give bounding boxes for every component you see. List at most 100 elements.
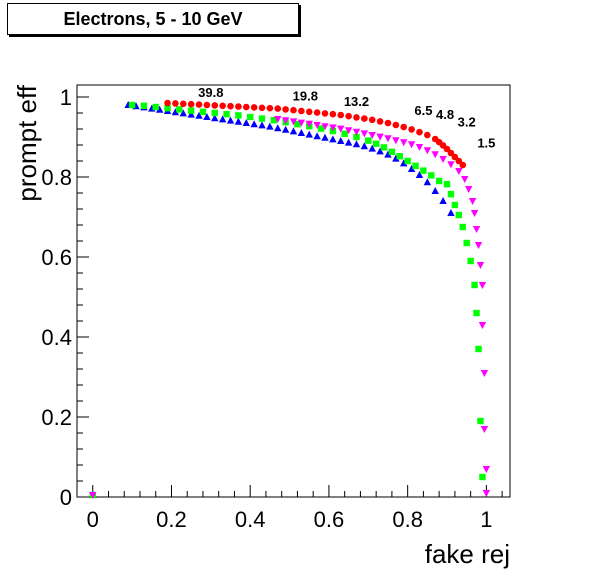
data-point xyxy=(203,101,211,109)
data-point xyxy=(258,121,266,129)
data-point xyxy=(176,106,183,113)
data-point xyxy=(250,104,258,111)
data-point xyxy=(171,108,180,116)
data-point xyxy=(226,116,235,124)
data-point xyxy=(195,111,203,119)
data-point xyxy=(219,102,226,110)
data-markers xyxy=(89,99,491,499)
data-point xyxy=(415,171,424,178)
data-point xyxy=(368,116,376,124)
data-point xyxy=(353,133,360,141)
x-axis-label: fake rej xyxy=(425,539,510,569)
data-point xyxy=(431,187,439,194)
chart-title: Electrons, 5 - 10 GeV xyxy=(7,3,299,35)
data-point xyxy=(376,133,384,141)
data-point xyxy=(478,322,487,329)
data-point xyxy=(211,114,219,122)
data-point xyxy=(407,141,416,149)
data-point xyxy=(473,309,480,317)
data-point xyxy=(164,105,171,112)
data-point xyxy=(443,181,451,188)
data-point xyxy=(376,118,384,125)
data-point xyxy=(435,177,443,185)
data-point xyxy=(400,139,408,147)
data-point xyxy=(352,140,361,148)
data-point xyxy=(368,144,376,152)
data-point xyxy=(242,119,250,126)
y-tick-label: 1 xyxy=(60,85,72,110)
data-point xyxy=(439,197,447,204)
data-point xyxy=(423,147,432,155)
data-point xyxy=(478,282,487,289)
point-annotation: 19.8 xyxy=(293,89,318,104)
y-tick-label: 0.4 xyxy=(41,325,72,350)
data-point xyxy=(400,159,408,167)
data-point xyxy=(380,144,388,151)
data-point xyxy=(152,103,159,111)
data-point xyxy=(235,103,242,110)
x-axis-ticks: 0 0.2 0.4 0.6 0.8 1 xyxy=(76,485,503,532)
data-point xyxy=(431,151,439,159)
data-point xyxy=(164,99,171,107)
data-point xyxy=(392,154,400,162)
data-point xyxy=(289,127,298,135)
data-point xyxy=(408,126,415,133)
data-point xyxy=(187,100,195,108)
data-point xyxy=(344,127,353,135)
data-point xyxy=(477,417,484,425)
data-point xyxy=(218,115,227,123)
data-point xyxy=(447,209,455,216)
data-point xyxy=(344,138,353,146)
x-tick-label: 0.6 xyxy=(314,507,345,532)
data-point xyxy=(472,226,481,233)
data-point xyxy=(223,111,230,118)
data-point xyxy=(459,161,467,169)
data-point xyxy=(404,157,411,165)
data-point xyxy=(407,165,416,172)
point-annotation: 4.8 xyxy=(436,107,454,122)
data-point xyxy=(297,119,306,127)
data-point xyxy=(321,123,329,131)
y-tick-label: 0.2 xyxy=(41,405,72,430)
data-point xyxy=(274,105,282,112)
data-point xyxy=(317,125,325,132)
data-point xyxy=(455,211,463,219)
data-point xyxy=(482,490,491,497)
data-point xyxy=(480,426,489,433)
data-point xyxy=(455,168,463,175)
data-point xyxy=(258,115,266,122)
data-point xyxy=(428,172,435,179)
x-tick-label: 0.4 xyxy=(235,507,266,532)
data-point xyxy=(360,130,369,138)
data-point xyxy=(337,137,345,144)
data-point xyxy=(289,118,298,126)
data-point xyxy=(368,132,376,139)
data-point xyxy=(211,102,219,109)
data-point xyxy=(392,121,400,129)
y-tick-label: 0.8 xyxy=(41,165,72,190)
data-point xyxy=(474,242,483,249)
data-point xyxy=(305,108,313,116)
data-point xyxy=(313,122,321,129)
data-point xyxy=(400,123,408,131)
data-point xyxy=(352,128,361,136)
data-point xyxy=(250,120,258,128)
x-tick-label: 0 xyxy=(87,507,99,532)
data-point xyxy=(416,128,423,136)
data-point xyxy=(227,102,234,110)
plot-frame xyxy=(76,84,511,498)
data-point xyxy=(482,466,491,473)
point-annotation: 39.8 xyxy=(198,85,223,100)
data-point xyxy=(384,119,392,127)
data-point xyxy=(424,131,431,139)
data-point xyxy=(480,370,489,377)
data-point xyxy=(439,156,447,163)
y-axis-label: prompt eff xyxy=(12,84,42,201)
data-point xyxy=(140,102,148,109)
data-point xyxy=(463,239,470,247)
data-point xyxy=(199,108,207,115)
data-point xyxy=(179,100,187,108)
data-point xyxy=(282,106,289,113)
y-tick-label: 0 xyxy=(60,485,72,510)
data-point xyxy=(297,129,306,136)
